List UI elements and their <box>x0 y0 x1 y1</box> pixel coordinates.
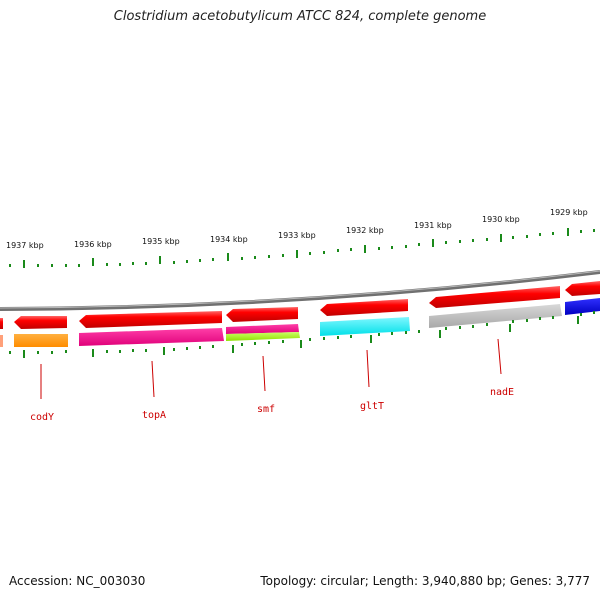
forward-genes <box>0 281 600 329</box>
position-ticks <box>9 228 595 268</box>
reverse-gene <box>0 335 3 347</box>
accession-text: Accession: NC_003030 <box>9 574 146 588</box>
gene-label: smf <box>257 404 275 415</box>
gene-label: codY <box>30 412 54 423</box>
forward-gene <box>565 281 600 296</box>
reverse-gene <box>14 334 68 347</box>
gene-label: nadE <box>490 387 514 398</box>
major-tick <box>23 228 569 268</box>
position-label: 1932 kbp <box>346 226 384 235</box>
leader-line <box>366 349 370 388</box>
position-label: 1929 kbp <box>550 208 588 217</box>
forward-gene <box>0 318 3 329</box>
leader-line <box>262 355 266 392</box>
reverse-gene <box>226 324 299 334</box>
forward-gene <box>429 286 560 308</box>
genome-summary-text: Topology: circular; Length: 3,940,880 bp… <box>260 574 590 588</box>
forward-gene <box>14 316 67 329</box>
position-label: 1933 kbp <box>278 231 316 240</box>
figure-title: Clostridium acetobutylicum ATCC 824, com… <box>113 9 487 24</box>
gene-leader-lines <box>40 338 502 399</box>
leader-line <box>497 338 502 375</box>
reverse-gene <box>320 317 410 336</box>
position-label: 1934 kbp <box>210 235 248 244</box>
position-label: 1937 kbp <box>6 241 44 250</box>
position-label: 1935 kbp <box>142 237 180 246</box>
gene-labels: codY topA smf gltT nadE <box>30 387 514 423</box>
position-label: 1936 kbp <box>74 240 112 249</box>
minor-tick <box>9 229 595 267</box>
reverse-gene <box>429 304 562 328</box>
gene-label: topA <box>142 410 166 421</box>
position-labels: 1937 kbp 1936 kbp 1935 kbp 1934 kbp 1933… <box>6 208 588 250</box>
forward-gene <box>79 311 222 328</box>
position-label: 1931 kbp <box>414 221 452 230</box>
gene-label: gltT <box>360 401 384 412</box>
forward-gene <box>226 307 298 322</box>
reverse-genes <box>0 298 600 347</box>
reverse-gene <box>79 328 224 346</box>
genome-backbone <box>0 270 600 311</box>
leader-line <box>151 360 155 398</box>
inner-ticks <box>9 311 595 358</box>
reverse-gene <box>226 332 300 341</box>
forward-gene <box>320 299 408 316</box>
position-label: 1930 kbp <box>482 215 520 224</box>
genome-backbone-highlight <box>0 270 600 309</box>
reverse-gene <box>565 298 600 315</box>
